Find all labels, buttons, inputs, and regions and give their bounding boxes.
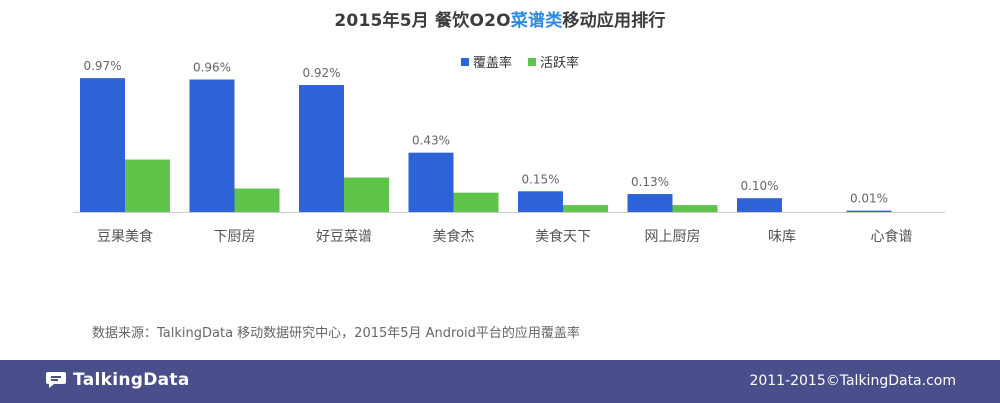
legend-label-activity: 活跃率 [540,56,580,71]
activity-bar-4 [563,205,608,212]
logo-text: TalkingData [73,370,190,390]
category-label-5: 网上厨房 [645,229,701,245]
coverage-bar-3 [408,152,454,212]
copyright-text: 2011-2015©TalkingData.com [749,373,956,389]
legend-label-coverage: 覆盖率 [473,56,513,71]
data-label-7: 0.01% [850,192,888,206]
activity-bar-3 [453,192,499,212]
activity-bar-0 [125,159,170,212]
category-label-7: 心食谱 [871,228,913,245]
activity-bar-2 [344,177,389,212]
chart-title-suffix: 移动应用排行 [562,11,666,31]
category-label-6: 味库 [768,229,796,245]
data-label-0: 0.97% [83,59,121,73]
chart-title-prefix: 2015年5月 餐饮O2O [334,11,511,31]
coverage-bar-4 [518,191,563,212]
activity-bar-5 [672,205,718,212]
chart-title: 2015年5月 餐饮O2O菜谱类移动应用排行 [0,6,1000,31]
legend-item-activity: 活跃率 [528,52,579,71]
category-label-4: 美食天下 [535,228,591,245]
activity-bar-1 [234,188,280,212]
legend-swatch-activity [528,57,537,66]
chart-title-highlight: 菜谱类 [510,11,563,31]
category-label-3: 美食杰 [433,228,475,245]
category-label-2: 好豆菜谱 [316,229,372,245]
legend-swatch-coverage [461,57,469,66]
data-label-5: 0.13% [631,175,669,189]
coverage-bar-0 [80,78,125,212]
data-label-6: 0.10% [740,179,778,193]
legend: 覆盖率 活跃率 [461,52,595,71]
category-label-1: 下厨房 [214,229,256,245]
data-label-1: 0.96% [193,61,231,75]
coverage-bar-5 [627,194,673,212]
coverage-bar-6 [737,198,782,212]
speech-bubble-logo-icon [46,372,66,388]
footer-bar: TalkingData 2011-2015©TalkingData.com [0,360,1000,403]
category-label-0: 豆果美食 [97,228,153,245]
data-label-3: 0.43% [412,134,450,148]
data-label-4: 0.15% [521,172,559,186]
coverage-bar-1 [189,79,235,213]
bar-chart: 0.97% 豆果美食 0.96% 下厨房 0.92% 好豆菜谱 0.43% 美食杰 0.15% 美… [73,59,945,245]
coverage-bar-2 [299,85,344,212]
talkingdata-logo: TalkingData [45,370,190,390]
data-source-note: 数据来源：TalkingData 移动数据研究中心，2015年5月 Androi… [92,326,580,341]
data-label-2: 0.92% [302,66,340,80]
coverage-bar-7 [846,210,892,212]
legend-item-coverage: 覆盖率 [461,52,512,71]
